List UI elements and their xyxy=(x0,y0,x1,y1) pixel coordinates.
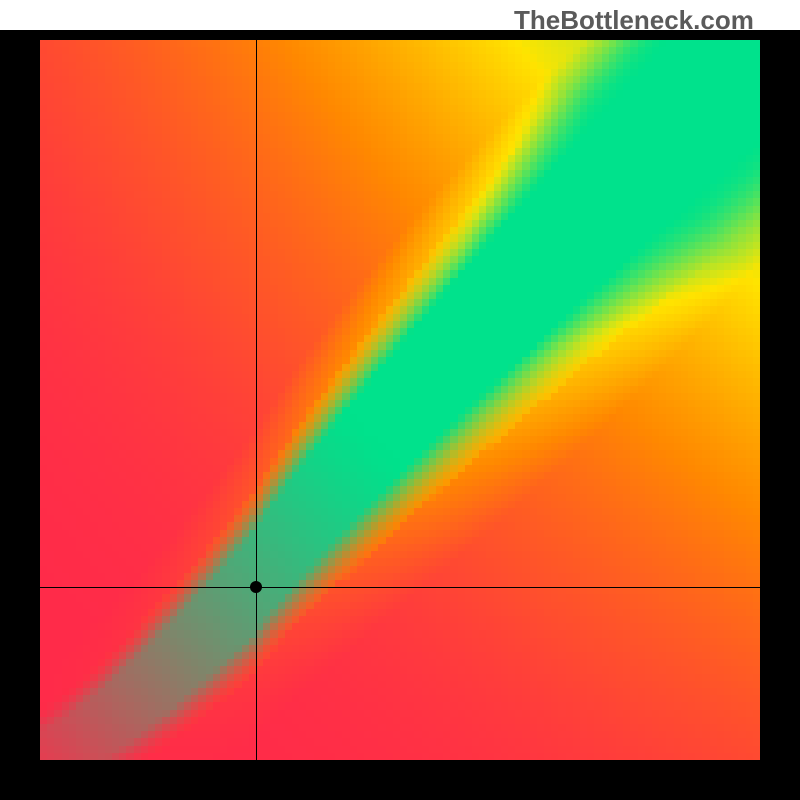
crosshair-horizontal xyxy=(40,587,760,588)
plot-frame xyxy=(0,30,800,800)
bottleneck-heatmap xyxy=(40,40,760,760)
watermark-text: TheBottleneck.com xyxy=(514,5,754,36)
crosshair-vertical xyxy=(256,40,257,760)
